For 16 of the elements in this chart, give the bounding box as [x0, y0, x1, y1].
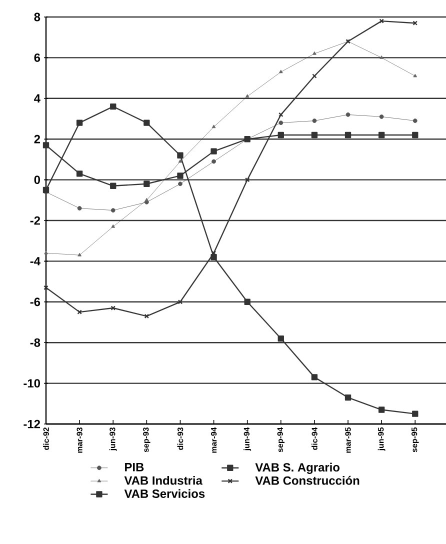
y-tick-label: 0	[34, 176, 40, 184]
y-tick-label: 8	[34, 12, 40, 22]
y-tick-label: 4	[34, 94, 40, 103]
y-tick-label: 2	[34, 134, 40, 144]
y-tick-label: -10	[24, 379, 40, 388]
y-tick-label: -8	[30, 338, 40, 347]
legend-label: VAB Industria	[124, 476, 202, 485]
y-tick-label: -12	[24, 420, 40, 428]
legend-label: VAB Construcción	[255, 476, 360, 485]
y-tick-label: -2	[30, 216, 40, 225]
y-tick-label: -6	[30, 298, 40, 306]
y-tick-label: 6	[34, 53, 40, 62]
legend-label: VAB S. Agrario	[255, 462, 340, 474]
legend-label: PIB	[125, 463, 144, 472]
legend-label: VAB Servicios	[124, 489, 205, 498]
y-tick-label: -4	[30, 257, 40, 266]
